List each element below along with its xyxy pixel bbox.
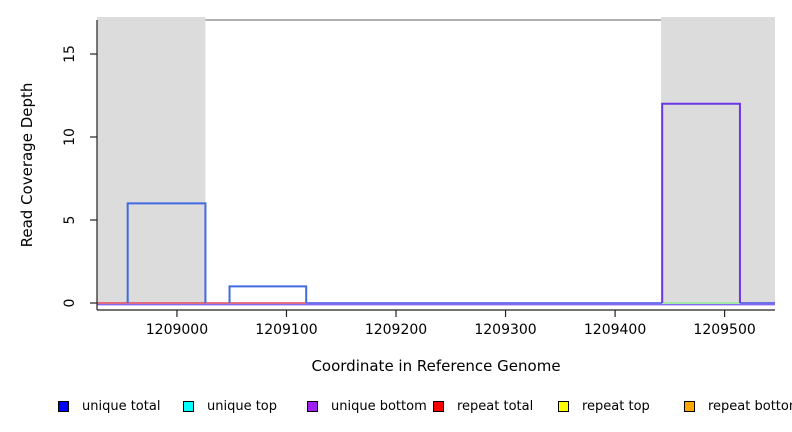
x-tick-label: 1209300 bbox=[474, 322, 536, 338]
repeat-region-right bbox=[661, 17, 775, 303]
y-tick-label: 10 bbox=[62, 128, 78, 146]
legend-item-unique-bottom: unique bottom bbox=[307, 399, 427, 414]
legend: unique total unique top unique bottom re… bbox=[0, 399, 792, 421]
legend-label: unique total bbox=[82, 399, 161, 414]
legend-item-unique-total: unique total bbox=[58, 399, 160, 414]
x-tick-label: 1209500 bbox=[693, 322, 755, 338]
unique-top-swatch-icon bbox=[183, 401, 194, 412]
unique-total-swatch-icon bbox=[58, 401, 69, 412]
legend-item-unique-top: unique top bbox=[183, 399, 277, 414]
legend-label: unique top bbox=[207, 399, 278, 414]
legend-item-repeat-total: repeat total bbox=[433, 399, 533, 414]
coverage-bar bbox=[661, 102, 741, 303]
plot-area: 1209000 1209100 1209200 1209300 1209400 12095… bbox=[62, 17, 775, 338]
repeat-top-swatch-icon bbox=[558, 401, 569, 412]
x-axis-label: Coordinate in Reference Genome bbox=[311, 357, 561, 375]
legend-label: unique bottom bbox=[331, 399, 427, 414]
y-tick-label: 0 bbox=[62, 299, 78, 308]
coverage-bar bbox=[126, 202, 207, 303]
repeat-region-left bbox=[97, 17, 206, 303]
legend-label: repeat bottom bbox=[708, 399, 792, 414]
y-axis-label: Read Coverage Depth bbox=[18, 82, 36, 248]
unique-bottom-swatch-icon bbox=[307, 401, 318, 412]
legend-item-repeat-bottom: repeat bottom bbox=[684, 399, 792, 414]
repeat-total-swatch-icon bbox=[433, 401, 444, 412]
x-tick-label: 1209200 bbox=[365, 322, 427, 338]
x-tick-label: 1209400 bbox=[584, 322, 646, 338]
legend-item-repeat-top: repeat top bbox=[558, 399, 650, 414]
legend-label: repeat top bbox=[582, 399, 650, 414]
y-tick-label: 15 bbox=[62, 45, 78, 63]
y-tick-label: 5 bbox=[62, 216, 78, 225]
legend-label: repeat total bbox=[457, 399, 534, 414]
x-tick-label: 1209100 bbox=[255, 322, 317, 338]
coverage-bar bbox=[228, 285, 308, 303]
x-tick-label: 1209000 bbox=[146, 322, 208, 338]
repeat-bottom-swatch-icon bbox=[684, 401, 695, 412]
